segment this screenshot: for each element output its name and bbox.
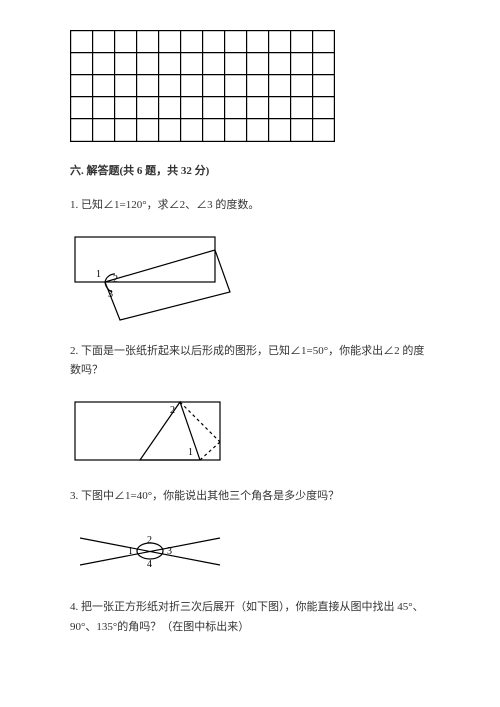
q3-svg: 1 2 3 4 <box>70 523 230 578</box>
question-1-figure: 1 2 3 <box>70 232 430 322</box>
q1-label-2: 2 <box>113 274 118 285</box>
q2-label-2: 2 <box>170 405 175 416</box>
q3-label-3: 3 <box>167 546 172 557</box>
q1-svg: 1 2 3 <box>70 232 240 322</box>
question-2-figure: 2 1 <box>70 397 430 467</box>
grid-svg <box>70 30 335 142</box>
question-4-text: 4. 把一张正方形纸对折三次后展开（如下图），你能直接从图中找出 45°、90°… <box>70 598 430 638</box>
q3-label-1: 1 <box>128 546 133 557</box>
grid-figure <box>70 30 430 142</box>
q2-svg: 2 1 <box>70 397 230 467</box>
section-title: 六. 解答题(共 6 题，共 32 分) <box>70 162 430 182</box>
q3-label-4: 4 <box>147 559 152 570</box>
q2-label-1: 1 <box>188 447 193 458</box>
worksheet-page: 六. 解答题(共 6 题，共 32 分) 1. 已知∠1=120°，求∠2、∠3… <box>0 0 500 684</box>
question-2-text: 2. 下面是一张纸折起来以后形成的图形，已知∠1=50°，你能求出∠2 的度数吗… <box>70 342 430 382</box>
q1-label-3: 3 <box>108 289 113 300</box>
q3-label-2: 2 <box>147 535 152 546</box>
question-3-text: 3. 下图中∠1=40°，你能说出其他三个角各是多少度吗？ <box>70 487 430 507</box>
question-1-text: 1. 已知∠1=120°，求∠2、∠3 的度数。 <box>70 196 430 216</box>
question-3-figure: 1 2 3 4 <box>70 523 430 578</box>
q1-label-1: 1 <box>96 269 101 280</box>
